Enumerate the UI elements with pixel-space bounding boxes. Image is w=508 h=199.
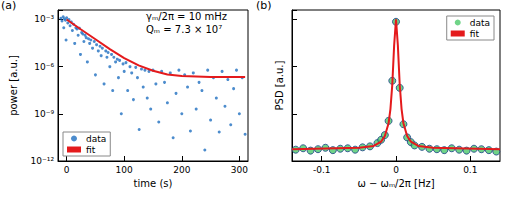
svg-text:(b): (b) (256, 0, 272, 12)
svg-text:10⁻¹²: 10⁻¹² (31, 156, 55, 166)
svg-text:fit: fit (86, 145, 96, 155)
svg-text:data: data (86, 134, 106, 144)
svg-text:ω − ωₘ/2π [Hz]: ω − ωₘ/2π [Hz] (357, 178, 434, 189)
svg-text:γₘ/2π = 10 mHz: γₘ/2π = 10 mHz (146, 11, 227, 22)
svg-text:Qₘ = 7.3 × 10⁷: Qₘ = 7.3 × 10⁷ (146, 24, 222, 35)
svg-text:-0.1: -0.1 (313, 165, 331, 175)
svg-text:fit: fit (470, 29, 480, 39)
svg-text:time (s): time (s) (134, 178, 173, 189)
svg-text:10⁻³: 10⁻³ (34, 14, 54, 24)
svg-text:data: data (470, 18, 490, 28)
svg-text:0.1: 0.1 (463, 165, 477, 175)
svg-text:PSD [a.u.]: PSD [a.u.] (274, 60, 285, 110)
svg-text:200: 200 (173, 165, 190, 175)
svg-text:0: 0 (393, 165, 399, 175)
svg-text:10⁻⁶: 10⁻⁶ (34, 62, 54, 72)
svg-text:(a): (a) (1, 0, 16, 12)
svg-text:0: 0 (64, 165, 70, 175)
svg-text:10⁻⁹: 10⁻⁹ (34, 109, 54, 119)
svg-text:power [a.u.]: power [a.u.] (8, 55, 19, 116)
svg-text:300: 300 (231, 165, 248, 175)
svg-text:100: 100 (116, 165, 133, 175)
